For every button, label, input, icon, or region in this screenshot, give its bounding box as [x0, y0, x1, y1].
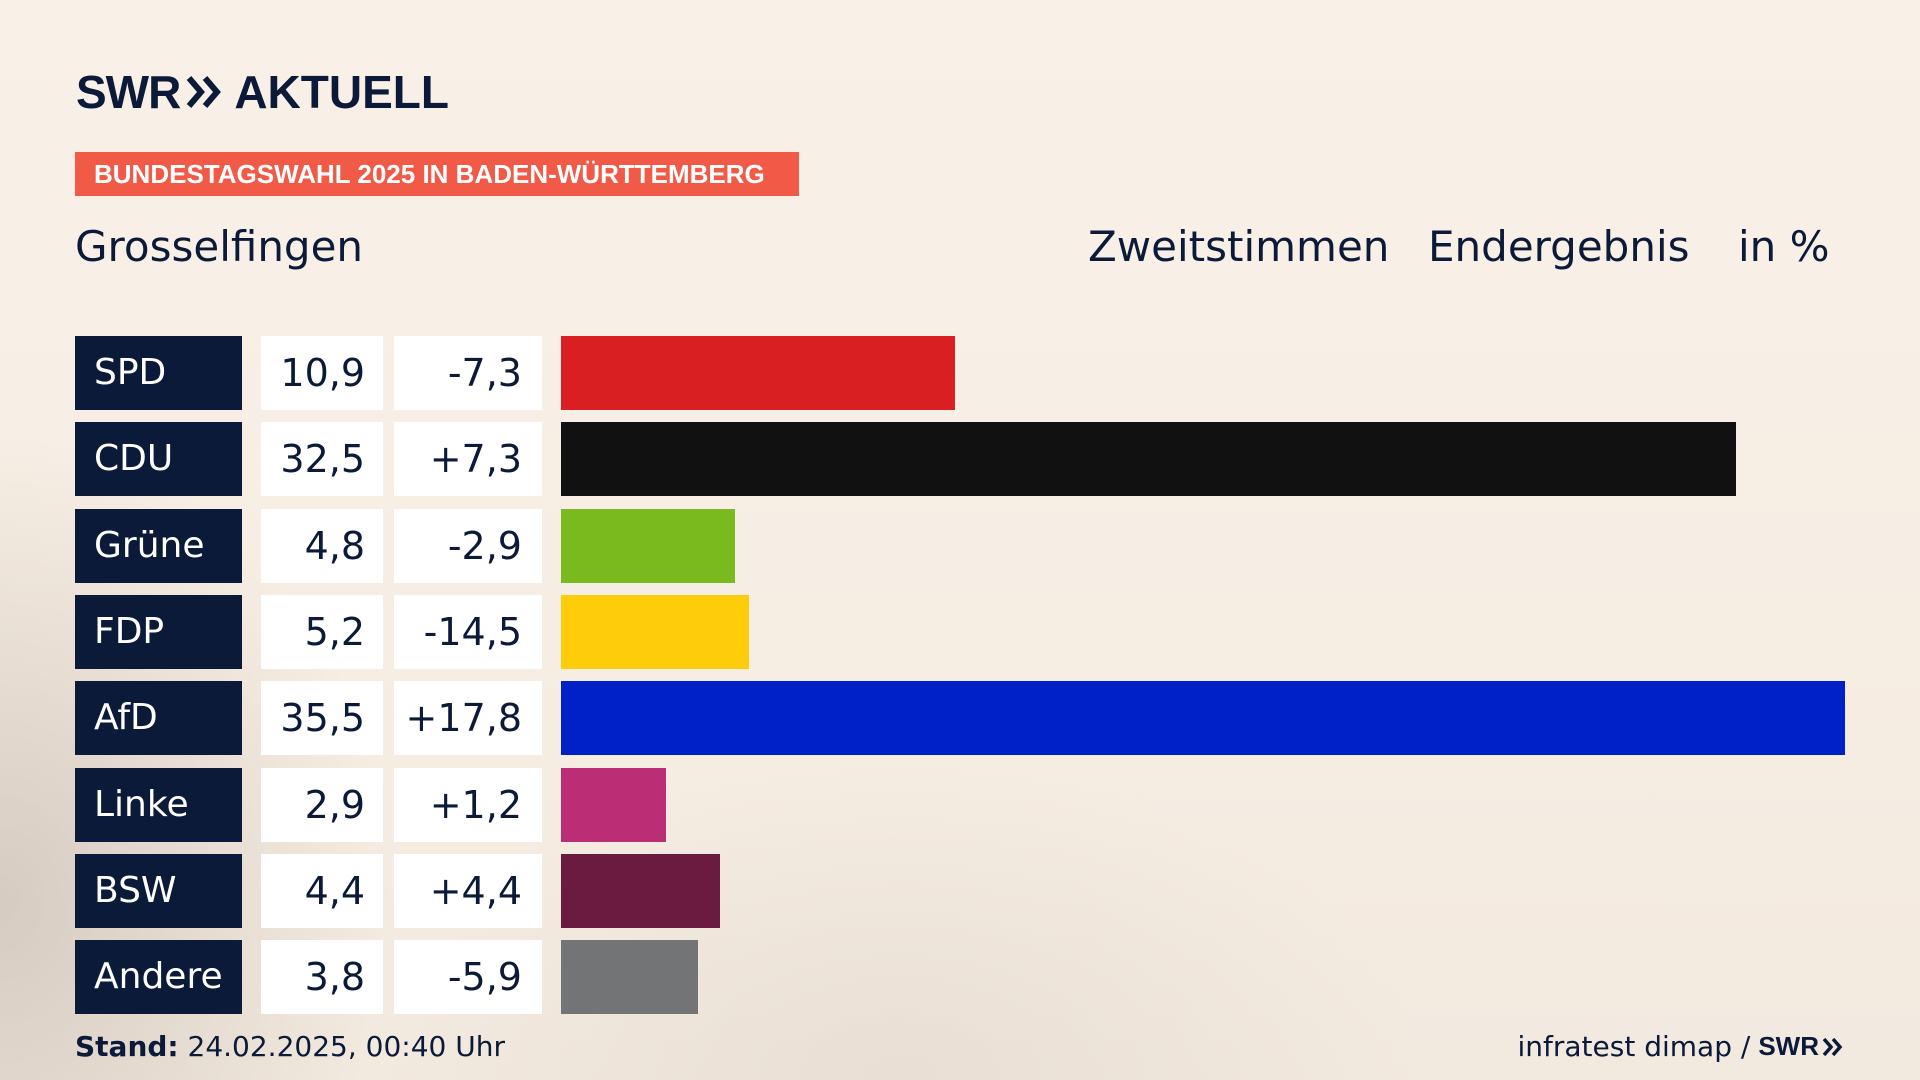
vote-share-value: 35,5: [261, 681, 383, 755]
table-row: BSW 4,4 +4,4: [0, 854, 1920, 928]
vote-type-label: Zweitstimmen: [1088, 222, 1390, 271]
party-label: SPD: [75, 336, 242, 410]
party-label: Grüne: [75, 509, 242, 583]
vote-change-value: +17,8: [394, 681, 542, 755]
party-label: Linke: [75, 768, 242, 842]
vote-change-value: -2,9: [394, 509, 542, 583]
logo-aktuell-text: AKTUELL: [234, 66, 449, 118]
result-bar: [561, 768, 666, 842]
election-banner: BUNDESTAGSWAHL 2025 IN BADEN-WÜRTTEMBERG: [75, 152, 799, 196]
table-row: AfD 35,5 +17,8: [0, 681, 1920, 755]
party-label: AfD: [75, 681, 242, 755]
vote-change-value: +1,2: [394, 768, 542, 842]
party-label: FDP: [75, 595, 242, 669]
party-label: Andere: [75, 940, 242, 1014]
table-row: Grüne 4,8 -2,9: [0, 509, 1920, 583]
timestamp-label: Stand:: [75, 1030, 179, 1063]
result-bar: [561, 422, 1736, 496]
swr-aktuell-logo: SWR AKTUELL: [76, 66, 449, 118]
source-brand: SWR: [1758, 1031, 1819, 1061]
vote-share-value: 4,4: [261, 854, 383, 928]
result-bar: [561, 595, 749, 669]
vote-share-value: 3,8: [261, 940, 383, 1014]
source-credit: infratest dimap / SWR: [1518, 1030, 1845, 1063]
source-text: infratest dimap /: [1517, 1030, 1751, 1063]
result-bar: [561, 681, 1845, 755]
table-row: FDP 5,2 -14,5: [0, 595, 1920, 669]
vote-share-value: 5,2: [261, 595, 383, 669]
double-chevron-icon: [187, 76, 222, 108]
vote-share-value: 4,8: [261, 509, 383, 583]
municipality-title: Grosselfingen: [75, 222, 364, 271]
table-row: CDU 32,5 +7,3: [0, 422, 1920, 496]
result-status-label: Endergebnis: [1428, 222, 1690, 271]
table-row: Linke 2,9 +1,2: [0, 768, 1920, 842]
timestamp-value: 24.02.2025, 00:40 Uhr: [178, 1030, 505, 1063]
party-label: CDU: [75, 422, 242, 496]
table-row: SPD 10,9 -7,3: [0, 336, 1920, 410]
vote-change-value: -5,9: [394, 940, 542, 1014]
vote-change-value: +7,3: [394, 422, 542, 496]
vote-change-value: -7,3: [394, 336, 542, 410]
timestamp: Stand: 24.02.2025, 00:40 Uhr: [75, 1030, 505, 1063]
result-bar: [561, 509, 735, 583]
unit-label: in %: [1738, 222, 1830, 271]
logo-swr-text: SWR: [76, 66, 181, 118]
table-row: Andere 3,8 -5,9: [0, 940, 1920, 1014]
result-bar: [561, 336, 955, 410]
vote-change-value: +4,4: [394, 854, 542, 928]
vote-share-value: 10,9: [261, 336, 383, 410]
small-double-chevron-icon: [1822, 1037, 1843, 1056]
vote-share-value: 32,5: [261, 422, 383, 496]
result-bar: [561, 940, 698, 1014]
vote-change-value: -14,5: [394, 595, 542, 669]
vote-share-value: 2,9: [261, 768, 383, 842]
party-label: BSW: [75, 854, 242, 928]
result-bar: [561, 854, 720, 928]
